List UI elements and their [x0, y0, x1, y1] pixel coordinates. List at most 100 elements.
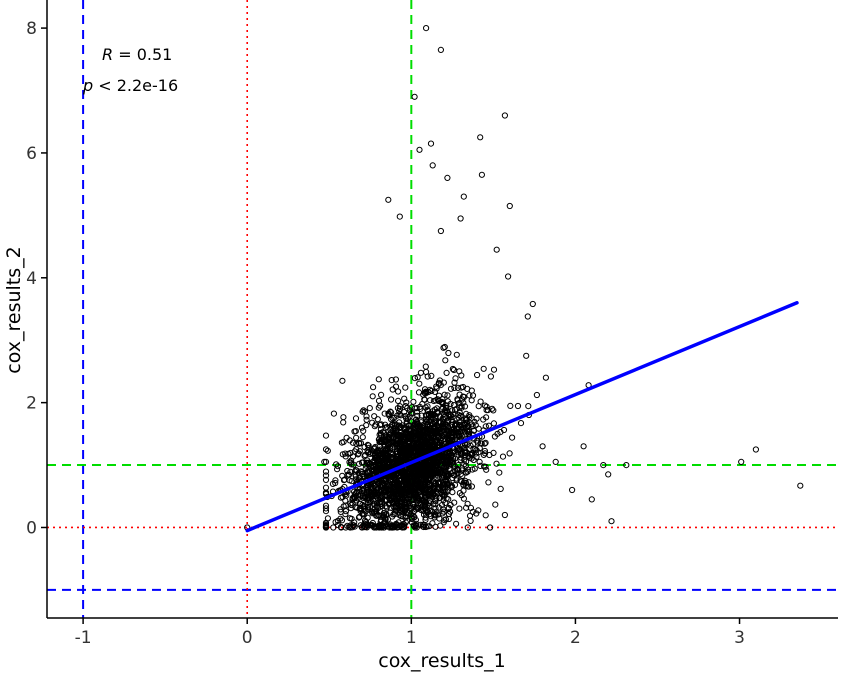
- data-point: [402, 444, 409, 451]
- data-point: [569, 486, 576, 494]
- data-point: [370, 384, 377, 391]
- data-point: [338, 517, 346, 524]
- data-point: [369, 419, 376, 426]
- data-point: [380, 477, 387, 484]
- data-point: [440, 508, 447, 515]
- data-point: [409, 434, 416, 441]
- data-point: [482, 439, 489, 446]
- data-point: [408, 515, 416, 523]
- x-tick-label: 2: [570, 628, 581, 648]
- data-point: [442, 476, 449, 483]
- data-point: [388, 396, 395, 403]
- data-point: [346, 515, 353, 522]
- data-point: [352, 471, 359, 478]
- data-point: [371, 423, 378, 430]
- data-point: [457, 477, 464, 484]
- data-point: [457, 471, 464, 478]
- data-point: [392, 435, 399, 443]
- data-point: [360, 407, 367, 414]
- data-point: [450, 402, 457, 409]
- data-point: [429, 468, 436, 475]
- data-point: [411, 440, 418, 447]
- data-point: [322, 505, 330, 512]
- x-tick-label: 0: [242, 628, 253, 648]
- data-point: [434, 458, 441, 465]
- data-point: [427, 507, 434, 514]
- data-point: [384, 493, 391, 500]
- data-point: [395, 487, 402, 494]
- data-point: [440, 426, 447, 433]
- data-point: [404, 467, 411, 474]
- data-point: [443, 404, 450, 411]
- data-point: [352, 428, 359, 435]
- data-point: [475, 507, 482, 514]
- data-point: [376, 466, 383, 473]
- data-point: [381, 451, 388, 458]
- data-point: [439, 510, 446, 517]
- data-point: [356, 474, 363, 481]
- data-point: [390, 485, 397, 492]
- data-point: [454, 425, 461, 432]
- data-point: [400, 520, 407, 528]
- data-point: [428, 372, 435, 379]
- data-point: [484, 407, 492, 414]
- data-point: [435, 486, 442, 493]
- data-point: [382, 518, 389, 526]
- data-point: [529, 300, 536, 308]
- data-point: [322, 476, 330, 483]
- data-point: [453, 520, 460, 527]
- data-point: [384, 484, 391, 491]
- data-point: [351, 494, 358, 501]
- data-point: [467, 517, 474, 525]
- data-point: [417, 469, 424, 476]
- data-point: [461, 393, 468, 401]
- y-tick-label: 6: [26, 144, 37, 164]
- data-point: [410, 501, 417, 508]
- data-point: [462, 415, 469, 422]
- data-point: [356, 486, 363, 493]
- data-point: [420, 448, 427, 455]
- data-point: [365, 459, 372, 466]
- data-point: [409, 452, 416, 459]
- data-point: [439, 485, 446, 492]
- data-point: [463, 410, 470, 417]
- data-point: [387, 509, 394, 516]
- axes: [46, 0, 838, 619]
- data-point: [342, 502, 349, 509]
- data-point: [432, 498, 439, 505]
- data-point: [402, 384, 409, 391]
- data-point: [353, 434, 360, 441]
- data-point: [333, 461, 340, 468]
- data-point: [423, 25, 430, 32]
- p-label: p: [82, 76, 93, 95]
- data-point: [426, 492, 433, 499]
- data-point: [416, 146, 423, 153]
- data-point: [436, 452, 443, 459]
- data-point: [450, 458, 457, 465]
- data-point: [482, 463, 489, 470]
- data-point: [507, 402, 514, 409]
- data-point: [451, 472, 458, 479]
- y-tick-label: 8: [26, 19, 37, 39]
- data-point: [420, 523, 427, 531]
- data-point: [395, 388, 402, 395]
- data-point: [445, 510, 452, 518]
- data-point: [393, 498, 400, 505]
- data-point: [371, 413, 378, 420]
- data-point: [360, 494, 367, 501]
- data-point: [444, 392, 451, 399]
- data-point: [738, 458, 745, 465]
- data-point: [480, 451, 487, 458]
- data-point: [496, 469, 503, 476]
- data-point: [443, 369, 450, 376]
- data-point: [372, 455, 379, 462]
- data-point: [401, 395, 408, 402]
- data-point: [441, 408, 448, 415]
- data-point: [608, 518, 615, 525]
- x-tick-label: 3: [734, 628, 745, 648]
- data-point: [376, 512, 383, 520]
- data-point: [393, 422, 400, 429]
- data-point: [480, 365, 487, 372]
- data-point: [342, 511, 349, 518]
- p-value: < 2.2e-16: [93, 76, 178, 95]
